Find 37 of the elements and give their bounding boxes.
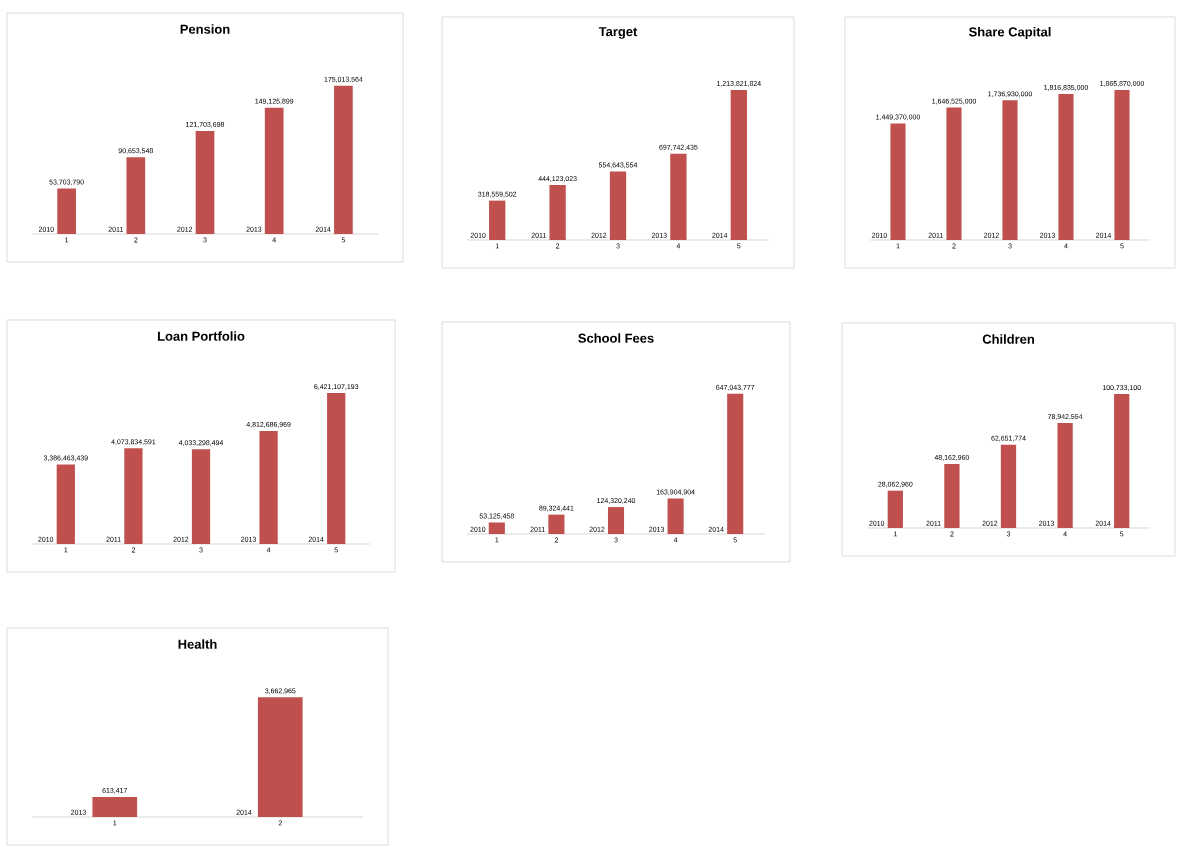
bar: [607, 507, 625, 534]
chart-title: Target: [598, 27, 638, 39]
bar: [730, 89, 747, 240]
chart-title: Loan Portfolio: [157, 331, 245, 341]
bar: [264, 107, 284, 234]
bar: [1057, 423, 1073, 528]
bar: [727, 393, 744, 534]
bar: [1058, 93, 1074, 240]
bar: [1114, 394, 1130, 528]
bar: [489, 200, 506, 240]
bar: [126, 157, 146, 234]
bar: [549, 185, 566, 240]
bar: [56, 464, 75, 544]
chart-title: Children: [982, 334, 1034, 344]
bar: [1002, 100, 1018, 240]
bar: [946, 107, 962, 240]
bar: [259, 430, 278, 544]
bar: [890, 123, 906, 240]
bar: [334, 85, 353, 234]
chart-title: Health: [178, 639, 217, 649]
bar: [195, 130, 215, 234]
bar: [667, 498, 684, 534]
chart-title: Pension: [180, 24, 230, 34]
chart-title: School Fees: [578, 333, 654, 343]
bar: [57, 188, 76, 234]
bar: [191, 449, 211, 544]
bar: [887, 490, 903, 528]
bar: [124, 448, 143, 544]
bar: [1000, 444, 1017, 528]
bar: [609, 171, 627, 240]
bar: [670, 153, 687, 240]
bar: [1114, 89, 1130, 240]
bar: [548, 514, 565, 534]
bar: [944, 463, 960, 528]
bar: [327, 393, 346, 544]
chart-title: Share Capital: [968, 26, 1051, 40]
bar: [488, 522, 505, 534]
